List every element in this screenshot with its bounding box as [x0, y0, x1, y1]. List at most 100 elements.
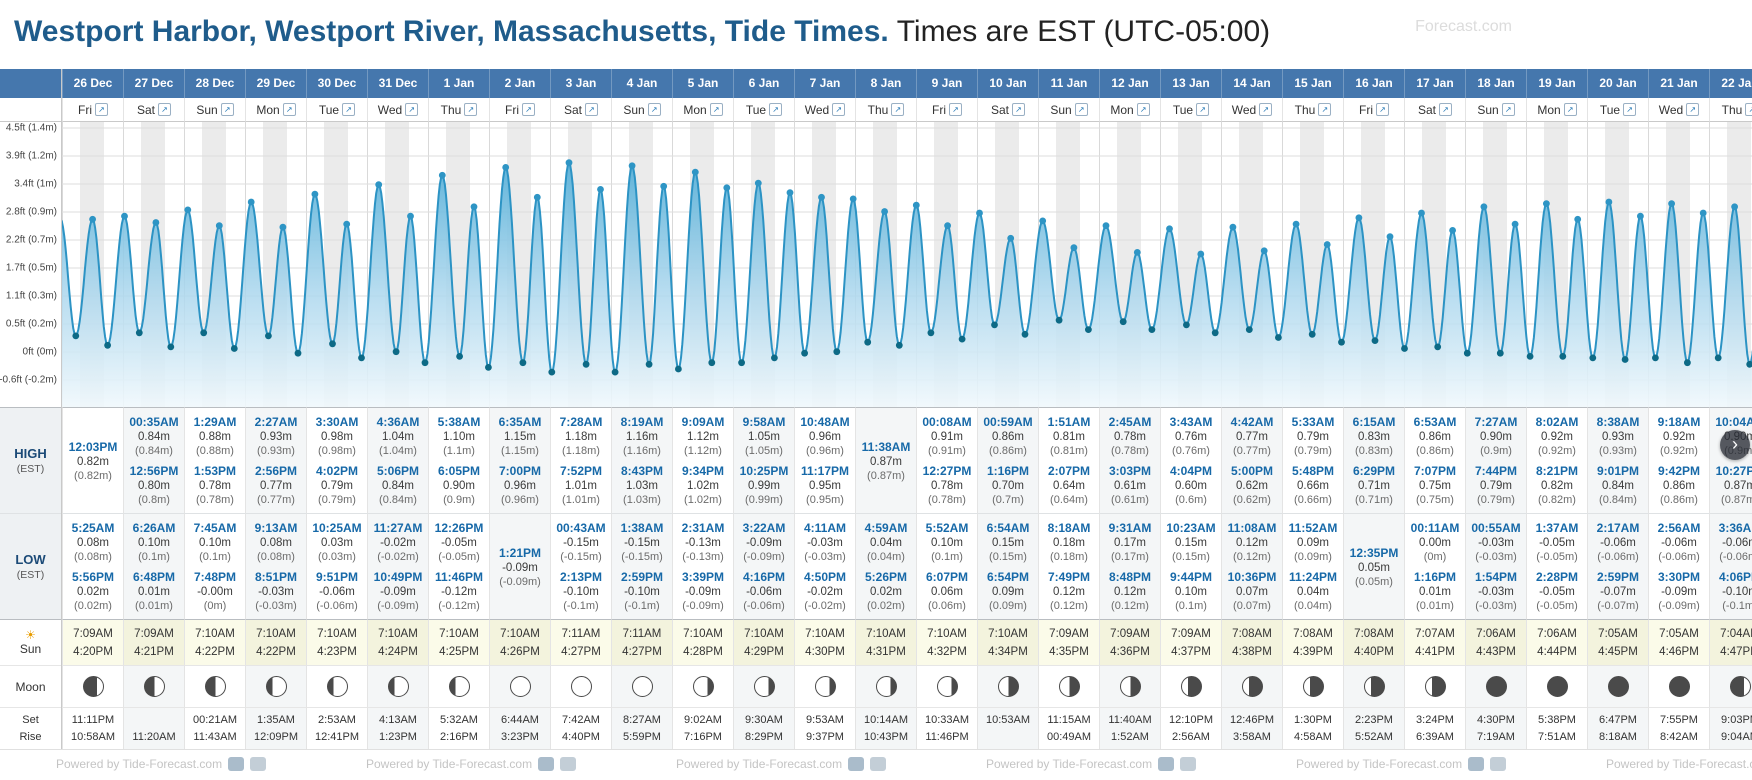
- high-height-secondary: (0.79m): [318, 494, 356, 506]
- expand-day-icon[interactable]: ↗: [1439, 103, 1452, 116]
- low-height-secondary: (-0.02m): [377, 551, 419, 563]
- weekday-label: Wed: [1658, 102, 1684, 117]
- scroll-right-button[interactable]: ›: [1720, 430, 1750, 460]
- weekday-cell: Sun ↗: [611, 98, 672, 122]
- low-tide-entry: 8:51PM -0.03m (-0.03m): [246, 569, 306, 613]
- footer-icon[interactable]: [1468, 757, 1485, 771]
- high-height: 0.87m: [870, 455, 902, 468]
- date-header: 4 Jan: [611, 69, 672, 98]
- high-height-secondary: (0.7m): [992, 494, 1024, 506]
- high-tide-entry: 4:36AM 1.04m (1.04m): [368, 414, 428, 458]
- expand-day-icon[interactable]: ↗: [1686, 103, 1700, 116]
- sunset-time: 4:26PM: [500, 645, 540, 658]
- footer-icon[interactable]: [538, 757, 555, 771]
- low-time: 11:27AM: [373, 521, 423, 535]
- high-tide-dot: [1449, 227, 1456, 234]
- expand-day-icon[interactable]: ↗: [949, 103, 962, 116]
- expand-day-icon[interactable]: ↗: [1745, 103, 1752, 116]
- sunset-time: 4:41PM: [1415, 645, 1455, 658]
- expand-day-icon[interactable]: ↗: [891, 103, 905, 116]
- high-tide-dot: [1039, 217, 1047, 225]
- high-tide-cell: 8:19AM 1.16m (1.16m) 8:43PM 1.03m (1.03m): [611, 407, 672, 513]
- sunrise-time: 7:07AM: [1415, 627, 1455, 640]
- expand-day-icon[interactable]: ↗: [647, 103, 661, 116]
- low-tide-cell: 4:59AM 0.04m (0.04m) 5:26PM 0.02m (0.02m): [855, 513, 916, 619]
- low-tide-entry: 1:37AM -0.05m (-0.05m): [1527, 520, 1587, 564]
- footer-icon[interactable]: [1158, 757, 1175, 771]
- high-tide-cell: 00:35AM 0.84m (0.84m) 12:56PM 0.80m (0.8m): [123, 407, 184, 513]
- low-height-secondary: (0.08m): [257, 551, 295, 563]
- high-height: 0.84m: [382, 480, 414, 492]
- low-height-secondary: (0.17m): [1111, 551, 1149, 563]
- expand-day-icon[interactable]: ↗: [522, 103, 535, 116]
- low-height: 0.08m: [77, 537, 109, 549]
- footer-icon[interactable]: [848, 757, 865, 771]
- expand-day-icon[interactable]: ↗: [1136, 103, 1150, 116]
- low-tide-dot: [358, 354, 365, 362]
- low-tide-dot: [645, 360, 653, 368]
- sun-times-cell: 7:04AM 4:47PM: [1709, 619, 1752, 665]
- moon-set-rise-cell: 1:30PM 4:58AM: [1282, 707, 1343, 749]
- high-tide-entry: 7:07PM 0.75m (0.75m): [1405, 463, 1465, 507]
- expand-day-icon[interactable]: ↗: [1259, 103, 1273, 116]
- high-time: 12:27PM: [922, 464, 972, 478]
- low-tide-entry: 5:26PM 0.02m (0.02m): [856, 569, 916, 613]
- footer-icon[interactable]: [1180, 757, 1197, 771]
- low-tide-cell: 12:35PM 0.05m (0.05m): [1343, 513, 1404, 619]
- low-tide-entry: 11:27AM -0.02m (-0.02m): [368, 520, 428, 564]
- expand-day-icon[interactable]: ↗: [1074, 103, 1088, 116]
- expand-day-icon[interactable]: ↗: [405, 103, 419, 116]
- chart-column-spacer: [367, 122, 428, 407]
- expand-day-icon[interactable]: ↗: [1012, 103, 1025, 116]
- moon-phase-waning-gibbous-icon: [936, 676, 958, 697]
- moon-phase-first-quarter-icon: [204, 676, 226, 697]
- powered-by-text: Powered by Tide-Forecast.com: [56, 757, 223, 771]
- expand-day-icon[interactable]: ↗: [282, 103, 296, 116]
- high-tide-cell: 1:51AM 0.81m (0.81m) 2:07PM 0.64m (0.64m): [1038, 407, 1099, 513]
- expand-day-icon[interactable]: ↗: [1318, 103, 1332, 116]
- low-height: 0.04m: [870, 537, 902, 549]
- expand-day-icon[interactable]: ↗: [342, 103, 356, 116]
- high-height-secondary: (1.01m): [562, 494, 600, 506]
- footer-icon[interactable]: [1490, 757, 1507, 771]
- weekday-cell: Thu ↗: [428, 98, 489, 122]
- high-tide-dot: [691, 168, 699, 176]
- footer-icon[interactable]: [870, 757, 887, 771]
- expand-day-icon[interactable]: ↗: [1196, 103, 1210, 116]
- low-tide-dot: [135, 329, 143, 337]
- high-time: 00:59AM: [983, 415, 1033, 429]
- moon-set-rise-cell: 00:21AM 11:43AM: [184, 707, 245, 749]
- expand-day-icon[interactable]: ↗: [95, 103, 108, 116]
- high-height: 0.86m: [1419, 431, 1451, 443]
- high-tide-entry: 5:48PM 0.66m (0.66m): [1283, 463, 1343, 507]
- high-height-secondary: (0.71m): [1355, 494, 1393, 506]
- weekday-cell: Wed ↗: [794, 98, 855, 122]
- expand-day-icon[interactable]: ↗: [1376, 103, 1389, 116]
- expand-day-icon[interactable]: ↗: [1501, 103, 1515, 116]
- high-tide-dot: [1511, 220, 1519, 228]
- low-tide-entry: 6:54AM 0.15m (0.15m): [978, 520, 1038, 564]
- footer-icon[interactable]: [250, 757, 267, 771]
- high-tide-entry: 6:35AM 1.15m (1.15m): [490, 414, 550, 458]
- expand-day-icon[interactable]: ↗: [832, 103, 846, 116]
- footer-branding: Powered by Tide-Forecast.com: [676, 757, 887, 771]
- expand-day-icon[interactable]: ↗: [585, 103, 598, 116]
- low-height-secondary: (-0.1m): [1722, 600, 1752, 612]
- low-tide-dot: [1463, 349, 1471, 357]
- expand-day-icon[interactable]: ↗: [1563, 103, 1577, 116]
- moon-phase-waning-gibbous-icon: [875, 676, 897, 697]
- sunset-time: 4:40PM: [1354, 645, 1394, 658]
- expand-day-icon[interactable]: ↗: [709, 103, 723, 116]
- high-height: 0.78m: [931, 480, 963, 492]
- expand-day-icon[interactable]: ↗: [1623, 103, 1637, 116]
- date-header: 28 Dec: [184, 69, 245, 98]
- expand-day-icon[interactable]: ↗: [464, 103, 478, 116]
- expand-day-icon[interactable]: ↗: [769, 103, 783, 116]
- moon-set-rise-cell: 2:23PM 5:52AM: [1343, 707, 1404, 749]
- high-tide-cell: 6:35AM 1.15m (1.15m) 7:00PM 0.96m (0.96m): [489, 407, 550, 513]
- high-time: 1:16PM: [986, 464, 1030, 478]
- footer-icon[interactable]: [560, 757, 577, 771]
- expand-day-icon[interactable]: ↗: [158, 103, 171, 116]
- expand-day-icon[interactable]: ↗: [220, 103, 234, 116]
- footer-icon[interactable]: [228, 757, 245, 771]
